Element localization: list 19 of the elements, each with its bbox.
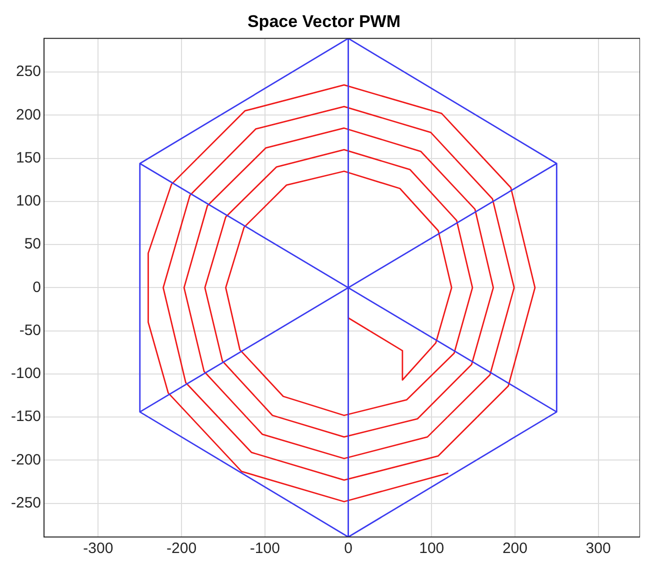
x-tick-label: -300 [83, 540, 114, 558]
y-tick-label: -250 [10, 494, 42, 512]
y-tick-label: 200 [16, 106, 42, 124]
x-tick-label: -200 [166, 540, 197, 558]
y-tick-label: -100 [10, 365, 42, 382]
y-tick-label: 100 [16, 192, 42, 210]
y-tick-label: -150 [10, 408, 42, 426]
x-tick-label: 0 [344, 540, 352, 558]
y-tick-label: 250 [16, 63, 42, 80]
x-tick-label: 300 [586, 540, 611, 558]
y-tick-label: -50 [19, 322, 42, 339]
x-tick-label: 100 [419, 540, 444, 558]
chart-title: Space Vector PWM [247, 12, 401, 31]
y-tick-label: -200 [10, 451, 42, 468]
y-tick-label: 0 [32, 278, 42, 296]
x-tick-label: -100 [250, 540, 280, 558]
y-tick-label: 50 [24, 236, 42, 253]
x-tick-label: 200 [502, 540, 528, 558]
y-tick-label: 150 [16, 149, 42, 166]
